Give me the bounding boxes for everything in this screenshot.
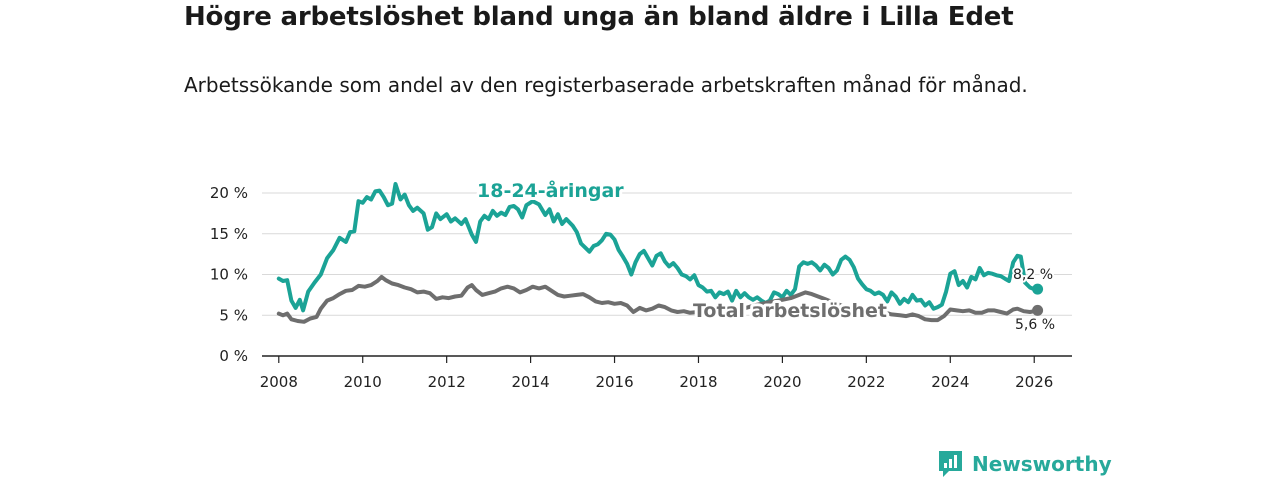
x-tick-label: 2024 bbox=[931, 373, 969, 391]
x-tick-label: 2026 bbox=[1015, 373, 1053, 391]
x-axis: 2008 2010 2012 2014 2016 2018 2020 2022 2024 2026 bbox=[260, 355, 1072, 391]
series-labels: 18-24-åringar Total arbetslöshet 8,2 % 5,6 … bbox=[474, 175, 1057, 335]
x-tick-label: 2022 bbox=[847, 373, 885, 391]
youth-end-value-label: 8,2 % bbox=[1013, 267, 1053, 283]
chart-title: Högre arbetslöshet bland unga än bland ä… bbox=[184, 2, 1014, 32]
newsworthy-name: Newsworthy bbox=[972, 452, 1112, 476]
youth-series-line bbox=[276, 182, 1040, 313]
y-tick-label: 5 % bbox=[219, 306, 248, 324]
x-tick-label: 2020 bbox=[763, 373, 801, 391]
youth-end-point bbox=[1032, 283, 1044, 295]
newsworthy-brand: Newsworthy bbox=[937, 449, 1112, 479]
y-tick-label: 15 % bbox=[210, 225, 248, 243]
newsworthy-logo-icon bbox=[939, 451, 962, 477]
x-tick-label: 2008 bbox=[260, 373, 298, 391]
x-tick-label: 2012 bbox=[428, 373, 466, 391]
total-end-value-label: 5,6 % bbox=[1015, 317, 1055, 333]
series-lines bbox=[276, 182, 1044, 324]
total-end-point bbox=[1032, 304, 1044, 316]
total-series-label: Total arbetslöshet bbox=[693, 300, 887, 322]
youth-series-label: 18-24-åringar bbox=[477, 178, 624, 202]
x-tick-label: 2018 bbox=[679, 373, 717, 391]
y-tick-label: 0 % bbox=[219, 347, 248, 365]
total-series-line bbox=[276, 274, 1040, 324]
x-tick-label: 2016 bbox=[595, 373, 633, 391]
y-tick-label: 10 % bbox=[210, 266, 248, 284]
x-tick-label: 2014 bbox=[512, 373, 550, 391]
gridlines bbox=[262, 192, 1072, 316]
y-axis-ticks: 0 % 5 % 10 % 15 % 20 % bbox=[210, 184, 248, 365]
x-tick-label: 2010 bbox=[344, 373, 382, 391]
chart-subtitle: Arbetssökande som andel av den registerb… bbox=[184, 73, 1028, 97]
y-tick-label: 20 % bbox=[210, 184, 248, 202]
